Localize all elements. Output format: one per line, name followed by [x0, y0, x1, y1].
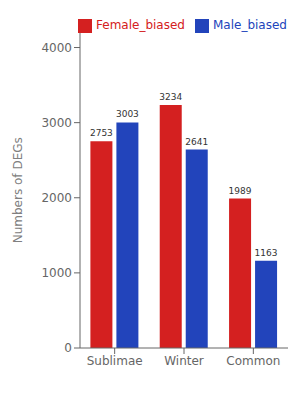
svg-text:1163: 1163	[255, 248, 278, 258]
svg-text:2641: 2641	[185, 137, 208, 147]
svg-text:0: 0	[64, 341, 72, 355]
svg-text:1000: 1000	[41, 266, 72, 280]
svg-text:4000: 4000	[41, 41, 72, 55]
svg-text:3000: 3000	[41, 116, 72, 130]
svg-text:Common: Common	[226, 354, 280, 368]
html-text:Female_biased: Female_biased	[96, 18, 185, 32]
svg-text:1989: 1989	[229, 186, 252, 196]
svg-text:Numbers of DEGs: Numbers of DEGs	[11, 137, 25, 243]
svg-text:2000: 2000	[41, 191, 72, 205]
html-text:Male_biased: Male_biased	[213, 18, 287, 32]
svg-text:Sublimae: Sublimae	[87, 354, 143, 368]
svg-text:3003: 3003	[116, 109, 139, 119]
svg-text:2753: 2753	[90, 128, 113, 138]
svg-text:3234: 3234	[159, 92, 182, 102]
svg-text:Winter: Winter	[164, 354, 204, 368]
